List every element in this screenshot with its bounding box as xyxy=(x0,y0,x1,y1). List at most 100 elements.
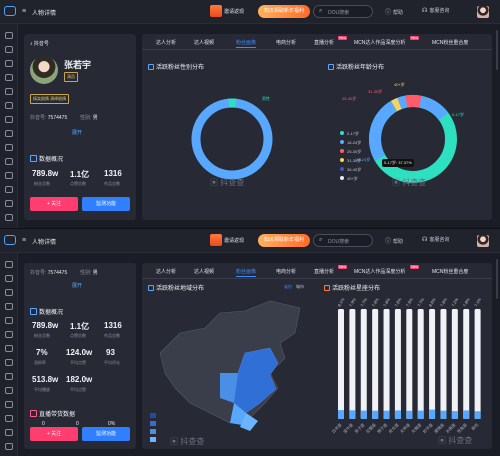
tab-mcn-overlap[interactable]: MCN粉丝重合度 xyxy=(432,40,469,46)
tab-fans[interactable]: 粉丝画像 xyxy=(236,40,257,48)
rail-icon-more[interactable] xyxy=(5,443,13,450)
rail-icon-music[interactable] xyxy=(5,401,13,408)
tab-ecommerce[interactable]: 电商分析 xyxy=(276,40,297,46)
invite-link[interactable]: 邀请返现 xyxy=(224,238,245,244)
rail-icon-list[interactable] xyxy=(5,275,13,282)
tab-live[interactable]: 直播分析 xyxy=(314,40,335,46)
rail-icon-fire[interactable] xyxy=(5,130,13,137)
tab-videos[interactable]: 达人视频 xyxy=(194,269,215,275)
rail-icon-user[interactable] xyxy=(5,303,13,310)
rail-icon-star[interactable] xyxy=(5,373,13,380)
bar[interactable] xyxy=(406,410,413,419)
support-link[interactable]: ☊ 客服咨询 xyxy=(422,7,449,14)
china-map xyxy=(159,300,301,431)
rail-icon-fire[interactable] xyxy=(5,359,13,366)
rail-icon-gear[interactable] xyxy=(5,429,13,436)
bar[interactable] xyxy=(349,410,356,419)
tab-overview[interactable]: 达人分析 xyxy=(156,269,177,275)
logo-icon[interactable] xyxy=(4,6,16,16)
rail-icon-tool[interactable] xyxy=(5,186,13,193)
rail-icon-home[interactable] xyxy=(5,261,13,268)
tab-videos[interactable]: 达人视频 xyxy=(194,40,215,46)
search-input[interactable]: ⌕ DOU搜索 xyxy=(313,5,373,18)
search-input[interactable]: ⌕ DOU搜索 xyxy=(313,234,373,247)
rail-icon-music[interactable] xyxy=(5,172,13,179)
stat-label: 点赞总数 xyxy=(70,181,86,186)
logo-icon[interactable] xyxy=(4,235,16,245)
follow-button[interactable]: + 关注 xyxy=(30,197,78,211)
tab-mcn-overlap[interactable]: MCN粉丝重合度 xyxy=(432,269,469,275)
expand-link[interactable]: 展开 xyxy=(72,130,83,136)
bar-value-label: 7.6% xyxy=(371,297,380,308)
bar[interactable] xyxy=(372,410,379,419)
promo-button[interactable]: 知瓜领取新年福利 xyxy=(258,5,311,18)
menu-icon[interactable]: ≡ xyxy=(22,237,27,244)
rail-icon-live[interactable] xyxy=(5,317,13,324)
bar-value-label: 8.6% xyxy=(428,297,437,308)
bar[interactable] xyxy=(360,410,367,419)
promo-button[interactable]: 知瓜领取新年福利 xyxy=(258,234,311,247)
rail-icon-video[interactable] xyxy=(5,102,13,109)
scrollbar[interactable] xyxy=(496,30,498,70)
tab-bar: 达人分析 达人视频 粉丝画像 电商分析 直播分析 New MCN达人作品深度分析… xyxy=(142,263,492,279)
legend-item[interactable]: 31-35岁 xyxy=(340,156,361,165)
bar[interactable] xyxy=(383,410,390,419)
rail-icon-chart[interactable] xyxy=(5,289,13,296)
rail-icon-chart[interactable] xyxy=(5,60,13,67)
age-tooltip: 0-17岁: 37.37% xyxy=(382,159,414,167)
bar[interactable] xyxy=(429,409,436,419)
legend-item[interactable]: 36-40岁 xyxy=(340,165,361,174)
menu-icon[interactable]: ≡ xyxy=(22,8,27,15)
bar[interactable] xyxy=(417,410,424,419)
rail-icon-tag[interactable] xyxy=(5,158,13,165)
monitor-button[interactable]: 监测功能 xyxy=(82,197,130,211)
rail-icon-user[interactable] xyxy=(5,74,13,81)
region-tab-province[interactable]: 省份 xyxy=(284,284,292,289)
tab-mcn-works[interactable]: MCN达人作品深度分析 xyxy=(354,40,406,46)
legend-item[interactable]: 25-30岁 xyxy=(340,147,361,156)
rail-icon-tool[interactable] xyxy=(5,415,13,422)
live-value: 0 xyxy=(76,421,79,427)
monitor-button[interactable]: 监测功能 xyxy=(82,427,130,441)
region-tab-city[interactable]: 城市 xyxy=(296,284,304,289)
tab-overview[interactable]: 达人分析 xyxy=(156,40,177,46)
stat-label: 作品总数 xyxy=(104,333,120,338)
follow-button[interactable]: + 关注 xyxy=(30,427,78,441)
bar[interactable] xyxy=(440,410,447,419)
legend-label: 36-40岁 xyxy=(347,167,362,172)
help-link[interactable]: ⓘ 帮助 xyxy=(385,236,403,245)
rail-icon-home[interactable] xyxy=(5,32,13,39)
chart-icon xyxy=(148,285,154,291)
support-label: 客服咨询 xyxy=(429,8,450,14)
user-avatar[interactable] xyxy=(477,6,489,18)
legend-item[interactable]: 18-24岁 xyxy=(340,138,361,147)
tab-ecommerce[interactable]: 电商分析 xyxy=(276,269,297,275)
rail-icon-shop[interactable] xyxy=(5,345,13,352)
bar[interactable] xyxy=(463,410,470,419)
bar[interactable] xyxy=(394,410,401,419)
legend-item[interactable]: 40+岁 xyxy=(340,174,361,183)
rail-icon-shop[interactable] xyxy=(5,116,13,123)
help-link[interactable]: ⓘ 帮助 xyxy=(385,7,403,16)
support-link[interactable]: ☊ 客服咨询 xyxy=(422,236,449,243)
bar[interactable] xyxy=(338,410,344,419)
tab-fans[interactable]: 粉丝画像 xyxy=(236,269,257,277)
legend-item[interactable]: 0-17岁 xyxy=(340,129,361,138)
bar-track xyxy=(417,309,424,419)
rail-icon-more[interactable] xyxy=(5,214,13,221)
tab-mcn-works[interactable]: MCN达人作品深度分析 xyxy=(354,269,406,275)
rail-icon-video[interactable] xyxy=(5,331,13,338)
expand-link[interactable]: 展开 xyxy=(72,283,83,289)
user-avatar[interactable] xyxy=(477,235,489,247)
scrollbar[interactable] xyxy=(496,259,498,299)
legend-swatch xyxy=(340,140,344,144)
rail-icon-live[interactable] xyxy=(5,88,13,95)
invite-link[interactable]: 邀请返现 xyxy=(224,9,245,15)
rail-icon-star[interactable] xyxy=(5,144,13,151)
rail-icon-gear[interactable] xyxy=(5,200,13,207)
rail-icon-list[interactable] xyxy=(5,46,13,53)
rail-icon-tag[interactable] xyxy=(5,387,13,394)
bar[interactable] xyxy=(474,411,481,419)
tab-live[interactable]: 直播分析 xyxy=(314,269,335,275)
bar[interactable] xyxy=(451,411,458,419)
